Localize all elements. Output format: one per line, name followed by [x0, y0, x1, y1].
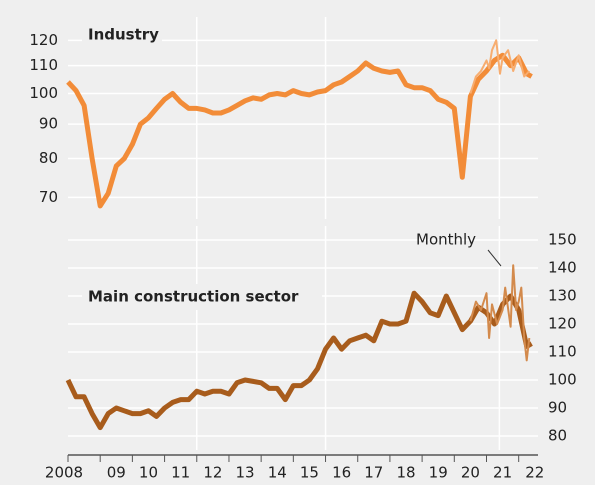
x-tick-label: 10	[139, 464, 158, 482]
x-tick-label: 14	[268, 464, 287, 482]
y-tick-label: 80	[39, 149, 58, 167]
x-tick-label: 2008	[45, 464, 83, 482]
x-tick-label: 15	[300, 464, 319, 482]
panel-title: Main construction sector	[88, 288, 299, 306]
x-tick-label: 18	[396, 464, 415, 482]
y-tick-label: 100	[29, 84, 58, 102]
y-tick-label: 100	[548, 371, 577, 389]
y-tick-label: 80	[548, 427, 567, 445]
x-tick-label: 13	[236, 464, 255, 482]
x-tick-label: 20	[461, 464, 480, 482]
x-tick-label: 11	[171, 464, 190, 482]
y-tick-label: 120	[548, 315, 577, 333]
y-tick-label: 90	[39, 115, 58, 133]
y-tick-label: 90	[548, 399, 567, 417]
x-tick-label: 09	[107, 464, 126, 482]
x-tick-label: 12	[203, 464, 222, 482]
y-tick-label: 70	[39, 188, 58, 206]
series-line	[469, 39, 531, 94]
x-tick-label: 19	[429, 464, 448, 482]
y-tick-label: 110	[548, 343, 577, 361]
title-bg	[82, 284, 322, 310]
x-tick-label: 22	[525, 464, 544, 482]
series-line	[469, 264, 531, 362]
lines	[65, 39, 533, 431]
y-tick-label: 130	[548, 287, 577, 305]
y-tick-label: 110	[29, 56, 58, 74]
annotation-arrow	[487, 249, 502, 267]
x-tick-label: 16	[332, 464, 351, 482]
annotation: Monthly	[416, 231, 476, 249]
series-line	[66, 52, 533, 209]
x-tick-label: 17	[364, 464, 383, 482]
y-tick-label: 150	[548, 231, 577, 249]
title-bg	[82, 22, 162, 48]
x-tick-label: 21	[493, 464, 512, 482]
panel-title: Industry	[88, 26, 159, 44]
y-tick-label: 120	[29, 31, 58, 49]
series-line	[65, 290, 533, 431]
y-tick-label: 140	[548, 259, 577, 277]
